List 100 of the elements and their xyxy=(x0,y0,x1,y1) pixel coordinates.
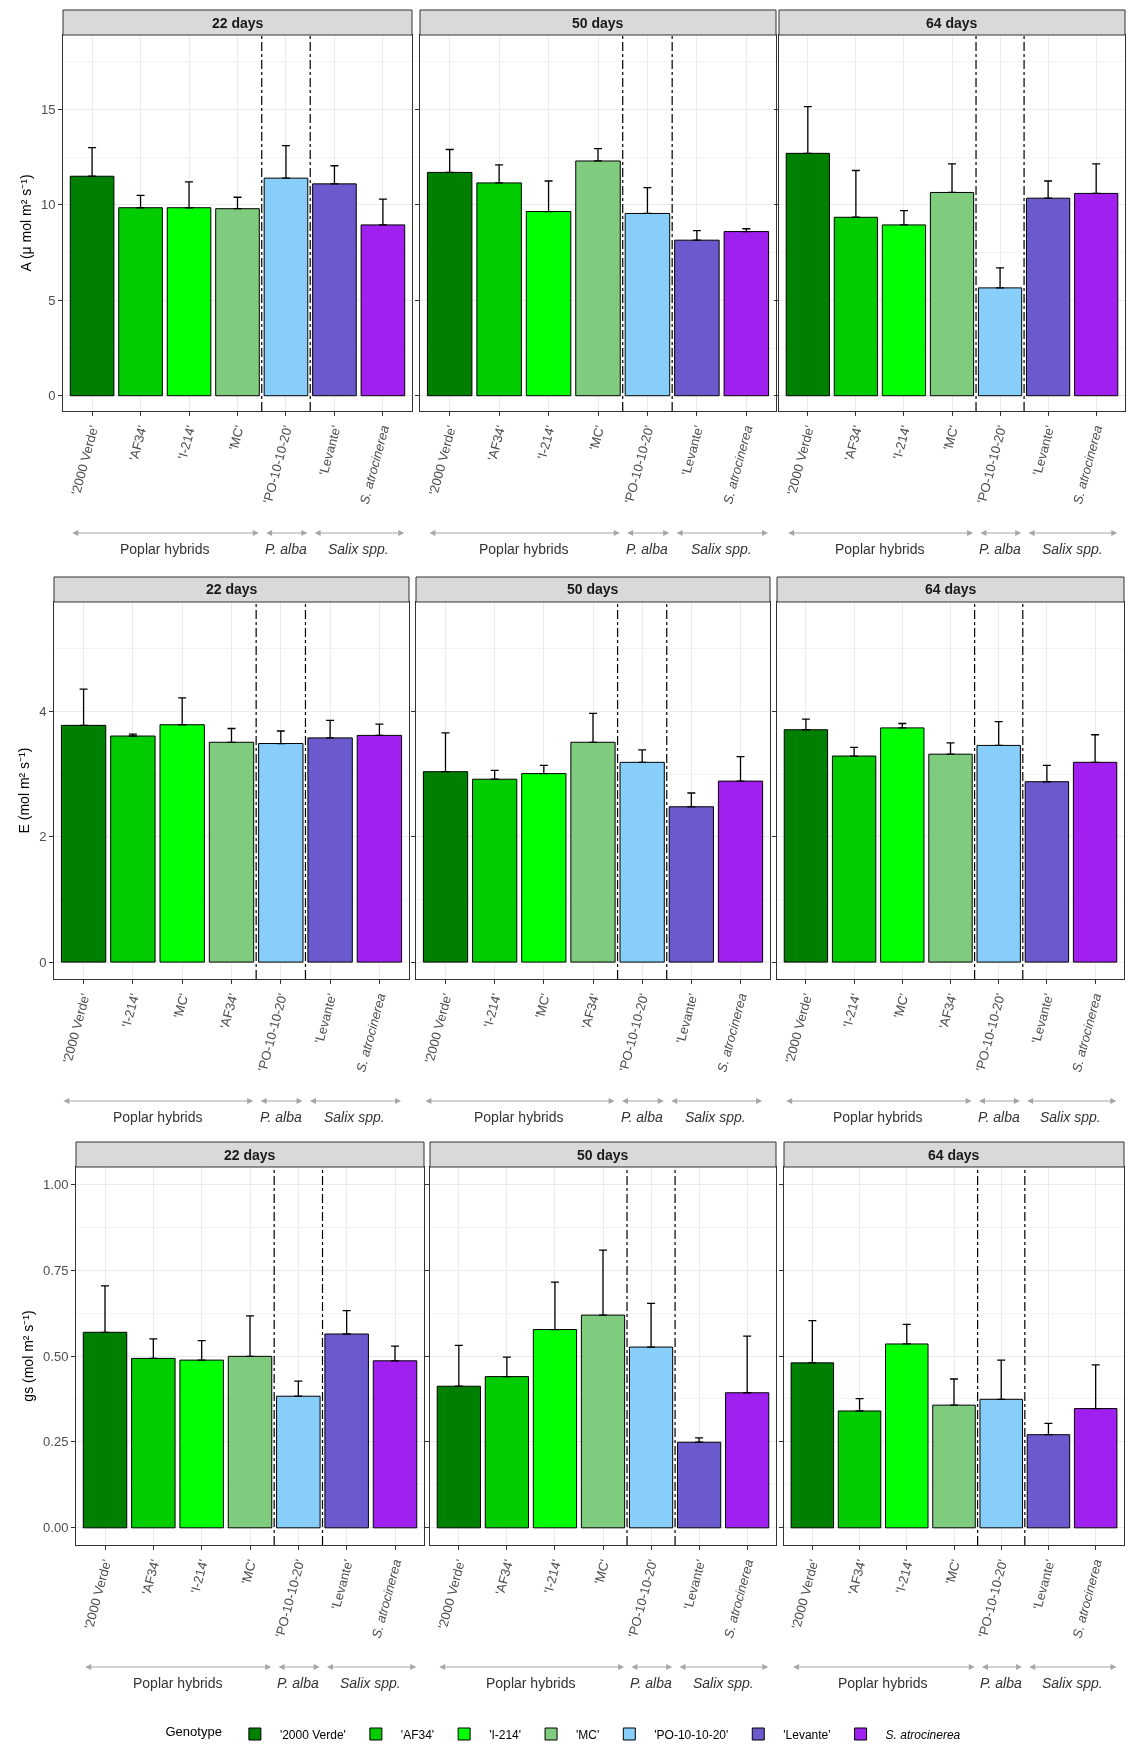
text: Salix spp. xyxy=(324,1109,385,1125)
text: P. alba xyxy=(980,1675,1022,1691)
y-axis-title: A (μ mol m² s⁻¹) xyxy=(17,174,34,272)
y-tick-label: 0 xyxy=(39,954,47,970)
text: Poplar hybrids xyxy=(838,1675,928,1691)
text: P. alba xyxy=(626,541,668,557)
x-tick-label: 'Levante' xyxy=(678,423,707,478)
text: Poplar hybrids xyxy=(486,1675,576,1691)
text: P. alba xyxy=(621,1109,663,1125)
text: Salix spp. xyxy=(1042,1675,1103,1691)
y-tick-label: 10 xyxy=(40,197,56,213)
x-tick-label: 'AF34' xyxy=(578,991,603,1031)
text: Salix spp. xyxy=(1042,541,1103,557)
x-tick-label: 'AF34' xyxy=(492,1557,517,1597)
x-tick-label: 'I-214' xyxy=(480,991,504,1029)
legend-label: 'I-214' xyxy=(489,1727,522,1742)
x-tick-label: 'Levante' xyxy=(1029,423,1058,478)
y-tick-label: 1.00 xyxy=(43,1176,69,1192)
y-tick-label: 2 xyxy=(39,829,47,845)
x-tick-label: 'MC' xyxy=(170,991,192,1020)
x-tick-label: 'Levante' xyxy=(672,991,701,1046)
chart-title: 22 days xyxy=(224,1147,276,1163)
y-tick-label: 0.00 xyxy=(43,1520,69,1536)
x-tick-label: 'I-214' xyxy=(187,1557,211,1595)
x-tick-label: 'I-214' xyxy=(174,423,199,461)
y-tick-label: 0.75 xyxy=(43,1262,69,1278)
x-tick-label: 'I-214' xyxy=(889,423,914,461)
y-tick-label: 0 xyxy=(48,388,56,404)
bar xyxy=(110,735,156,963)
chart-title: 22 days xyxy=(212,15,264,31)
text: Salix spp. xyxy=(1040,1109,1101,1125)
x-tick-label: '2000 Verde' xyxy=(421,991,455,1065)
text: Poplar hybrids xyxy=(133,1675,223,1691)
legend-title: Genotype xyxy=(165,1724,222,1740)
text: P. alba xyxy=(265,541,307,557)
x-tick-label: 'MC' xyxy=(532,991,554,1020)
legend-label: 'PO-10-10-20' xyxy=(654,1727,729,1742)
x-tick-label: 'Levante' xyxy=(680,1557,709,1612)
x-tick-label: 'AF34' xyxy=(138,1557,163,1597)
bar xyxy=(723,231,770,397)
chart-title: 22 days xyxy=(206,581,258,597)
x-tick-label: '2000 Verde' xyxy=(435,1557,469,1631)
chart-title: 50 days xyxy=(572,15,624,31)
text: P. alba xyxy=(277,1675,319,1691)
x-tick-label: 'MC' xyxy=(586,423,608,452)
y-axis-title: gs (mol m² s⁻¹) xyxy=(19,1310,36,1402)
text: P. alba xyxy=(260,1109,302,1125)
x-tick-label: '2000 Verde' xyxy=(68,423,102,497)
legend-label: 'AF34' xyxy=(400,1727,435,1742)
x-tick-label: 'AF34' xyxy=(484,423,509,463)
bar xyxy=(880,727,925,963)
text: Salix spp. xyxy=(340,1675,401,1691)
y-tick-label: 5 xyxy=(48,292,56,308)
text: Salix spp. xyxy=(328,541,389,557)
x-tick-label: 'Levante' xyxy=(1029,1557,1058,1612)
legend-label: 'MC' xyxy=(576,1727,600,1742)
x-tick-label: '2000 Verde' xyxy=(788,1557,822,1631)
legend-label: S. atrocinerea xyxy=(885,1727,961,1742)
chart-title: 64 days xyxy=(925,581,977,597)
y-tick-label: 15 xyxy=(40,101,56,117)
text: Poplar hybrids xyxy=(833,1109,923,1125)
x-tick-label: 'MC' xyxy=(591,1557,613,1586)
x-tick-label: 'I-214' xyxy=(839,991,864,1029)
x-tick-label: 'Levante' xyxy=(315,423,344,478)
chart-title: 64 days xyxy=(926,15,978,31)
x-tick-label: 'AF34' xyxy=(844,1557,869,1597)
text: Poplar hybrids xyxy=(835,541,925,557)
x-tick-label: 'AF34' xyxy=(125,423,150,463)
x-tick-label: 'MC' xyxy=(942,1557,964,1586)
text: Salix spp. xyxy=(693,1675,754,1691)
text: Poplar hybrids xyxy=(120,541,210,557)
x-tick-label: 'Levante' xyxy=(328,1557,356,1612)
text: Poplar hybrids xyxy=(479,541,569,557)
x-tick-label: '2000 Verde' xyxy=(425,423,459,497)
x-tick-label: 'MC' xyxy=(890,991,912,1020)
chart-title: 64 days xyxy=(928,1147,980,1163)
text: P. alba xyxy=(978,1109,1020,1125)
y-tick-label: 4 xyxy=(39,704,47,720)
x-tick-label: 'I-214' xyxy=(892,1557,916,1595)
y-tick-label: 0.50 xyxy=(43,1348,69,1364)
text: Salix spp. xyxy=(691,541,752,557)
x-tick-label: 'MC' xyxy=(238,1557,260,1586)
chart-title: 50 days xyxy=(567,581,619,597)
x-tick-label: '2000 Verde' xyxy=(782,991,816,1065)
text: Poplar hybrids xyxy=(474,1109,564,1125)
x-tick-label: '2000 Verde' xyxy=(81,1557,115,1631)
x-tick-label: 'AF34' xyxy=(841,423,866,463)
legend-label: 'Levante' xyxy=(783,1727,831,1742)
y-tick-label: 0.25 xyxy=(43,1434,69,1450)
x-tick-label: 'Levante' xyxy=(1028,991,1057,1046)
text: Salix spp. xyxy=(685,1109,746,1125)
x-tick-label: '2000 Verde' xyxy=(59,991,93,1065)
legend-label: '2000 Verde' xyxy=(279,1727,346,1742)
x-tick-label: 'AF34' xyxy=(935,991,960,1031)
x-tick-label: 'MC' xyxy=(225,423,247,452)
x-tick-label: 'I-214' xyxy=(118,991,143,1029)
x-tick-label: 'I-214' xyxy=(540,1557,565,1595)
x-tick-label: 'I-214' xyxy=(534,423,558,461)
x-tick-label: '2000 Verde' xyxy=(784,423,818,497)
chart-title: 50 days xyxy=(577,1147,629,1163)
